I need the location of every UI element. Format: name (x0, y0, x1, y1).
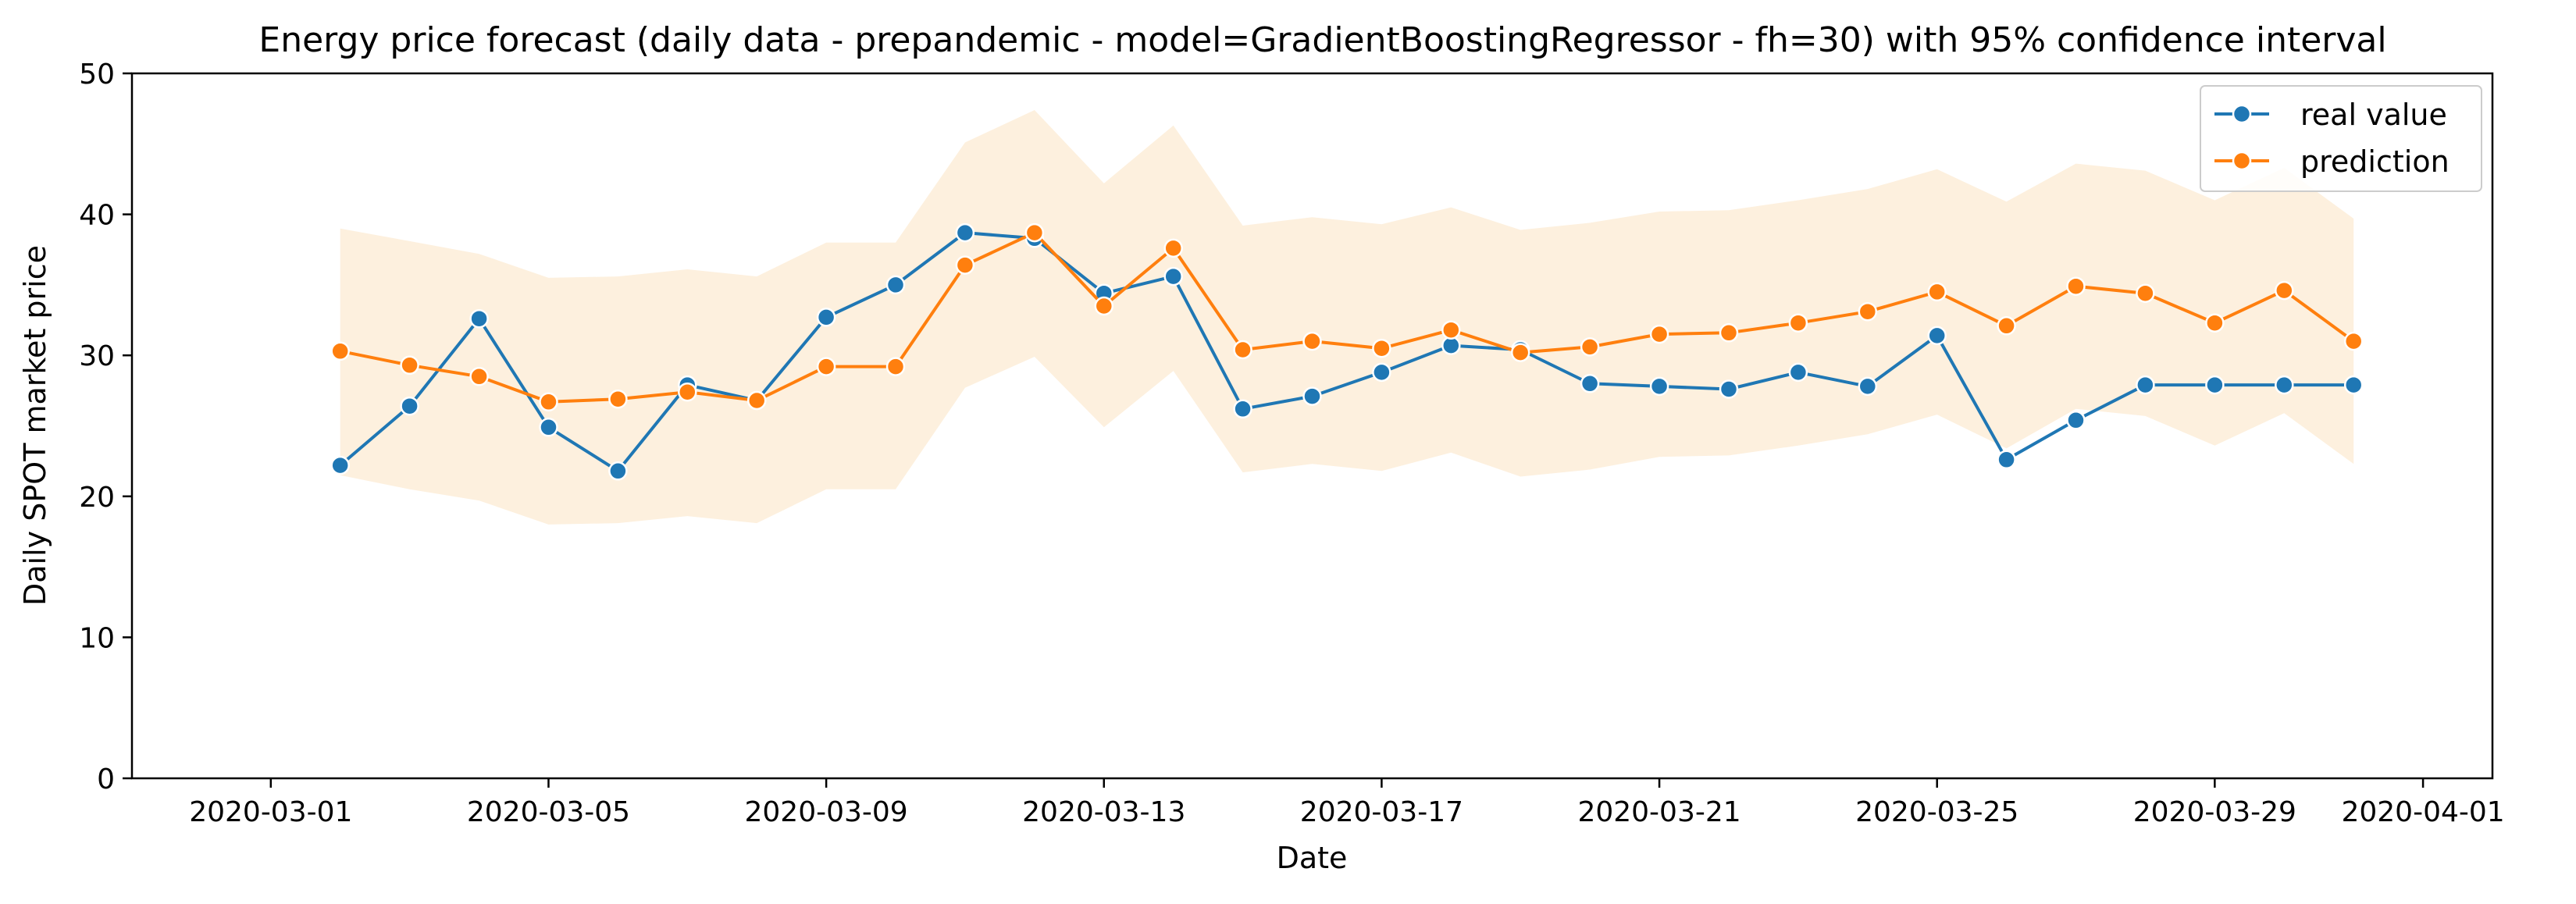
data-point (330, 341, 350, 361)
confidence-band-layer (340, 110, 2354, 525)
data-point (955, 255, 975, 275)
data-point (1233, 340, 1252, 360)
data-point (1788, 362, 1808, 383)
data-point (1997, 316, 2016, 336)
data-point (816, 308, 836, 327)
data-point (1441, 320, 1461, 340)
data-point (1302, 386, 1322, 406)
series-prediction (330, 222, 2364, 412)
data-point (2066, 411, 2086, 430)
data-point (1997, 450, 2016, 470)
data-point (1719, 323, 1739, 343)
data-point (2343, 331, 2364, 351)
data-point (1927, 326, 1947, 346)
data-point (1580, 337, 1600, 357)
data-point (608, 461, 628, 481)
data-point (1858, 301, 1878, 322)
legend-entry-prediction: prediction (2214, 144, 2450, 179)
x-tick-label: 2020-03-25 (1855, 796, 2018, 828)
legend-frame (2200, 85, 2482, 192)
x-tick-label: 2020-03-05 (467, 796, 630, 828)
x-axis-ticks: 2020-03-01 2020-03-05 2020-03-09 2020-03-13… (189, 778, 2505, 828)
data-point (539, 392, 558, 412)
x-tick-label: 2020-03-29 (2133, 796, 2296, 828)
data-point (2205, 375, 2225, 395)
data-point (469, 367, 489, 386)
data-point (1372, 362, 1391, 383)
data-point (2275, 375, 2294, 395)
data-point (1233, 399, 1252, 419)
data-point (539, 418, 558, 437)
axes-layer (130, 72, 2494, 780)
series-line (339, 231, 2354, 473)
data-point (955, 222, 975, 243)
legend-swatch-marker (2232, 104, 2252, 124)
confidence-interval-band (340, 110, 2354, 525)
y-tick-label: 30 (79, 340, 115, 372)
y-tick-label: 0 (97, 763, 115, 795)
x-tick-label: 2020-04-01 (2341, 796, 2504, 828)
data-point (2136, 283, 2155, 303)
data-point (1163, 238, 1183, 258)
legend-entry-real-value: real value (2214, 98, 2447, 132)
x-tick-label: 2020-03-13 (1022, 796, 1185, 828)
legend-label: real value (2300, 98, 2447, 132)
legend-label: prediction (2300, 144, 2450, 179)
x-tick-label: 2020-03-09 (745, 796, 908, 828)
y-tick-label: 40 (79, 200, 115, 232)
data-point (1649, 324, 1669, 344)
y-tick-label: 20 (79, 482, 115, 514)
data-point (2275, 280, 2294, 301)
data-point (885, 275, 906, 295)
data-point (2066, 276, 2086, 296)
data-point (1510, 343, 1530, 362)
series-layer (330, 222, 2364, 481)
data-point (400, 396, 419, 416)
x-tick-label: 2020-03-21 (1577, 796, 1740, 828)
data-point (678, 382, 697, 402)
y-tick-label: 10 (79, 622, 115, 654)
data-point (330, 455, 350, 475)
data-point (2136, 375, 2155, 395)
data-point (608, 389, 628, 409)
data-point (1024, 222, 1045, 243)
data-point (2343, 375, 2364, 395)
y-axis-ticks: 0 10 20 30 40 50 (79, 59, 132, 795)
data-point (1580, 374, 1600, 393)
data-point (1649, 376, 1669, 397)
series-real-value (330, 222, 2364, 481)
data-point (1719, 379, 1739, 399)
data-point (885, 357, 906, 376)
data-point (469, 308, 489, 329)
data-point (1788, 313, 1808, 333)
x-tick-label: 2020-03-01 (189, 796, 352, 828)
data-point (1372, 338, 1391, 358)
data-point (816, 357, 836, 376)
data-point (1858, 376, 1878, 397)
data-point (400, 355, 419, 375)
chart-title: Energy price forecast (daily data - prep… (258, 20, 2386, 60)
x-tick-label: 2020-03-17 (1300, 796, 1463, 828)
data-point (1094, 296, 1114, 316)
y-tick-label: 50 (79, 59, 115, 91)
data-point (1163, 266, 1183, 287)
plot-frame (130, 72, 2494, 780)
data-point (1302, 331, 1322, 351)
data-point (1927, 282, 1947, 302)
data-point (746, 390, 767, 411)
y-axis-label: Daily SPOT market price (18, 245, 52, 606)
legend: real value prediction (2200, 85, 2482, 192)
series-line (340, 231, 2355, 404)
legend-swatch-marker (2232, 151, 2252, 171)
data-point (2205, 313, 2225, 333)
x-axis-label: Date (1277, 841, 1348, 875)
